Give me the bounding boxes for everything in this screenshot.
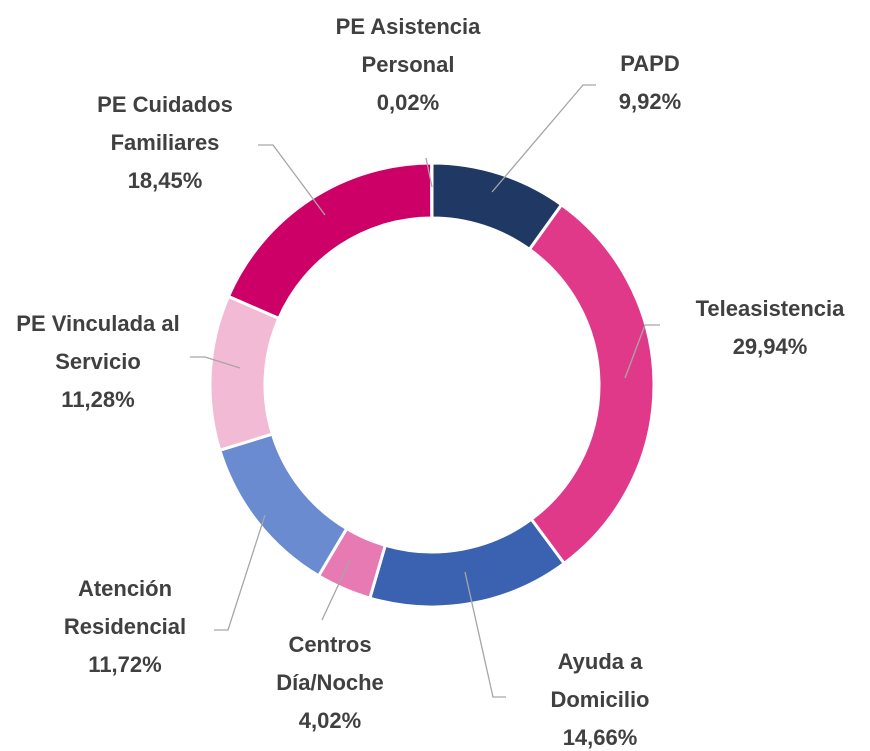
leader-line (425, 157, 433, 188)
category-label: PAPD (620, 51, 680, 76)
donut-segment (226, 161, 434, 321)
donut-segment (217, 432, 349, 578)
value-label: 29,94% (732, 334, 808, 359)
category-label: Ayuda a Domicilio (550, 649, 650, 712)
category-label: Teleasistencia (695, 296, 845, 321)
data-label: PE Asistencia Personal 0,02% (308, 8, 508, 122)
category-label: PE Cuidados Familiares (97, 92, 233, 155)
leader-line (258, 144, 326, 216)
value-label: 4,02% (298, 708, 362, 733)
donut-segment (527, 202, 656, 566)
leader-line (190, 356, 241, 369)
leader-line (624, 324, 660, 379)
data-label: PAPD 9,92% (595, 45, 705, 121)
value-label: 9,92% (618, 89, 682, 114)
category-label: Atención Residencial (63, 576, 187, 639)
data-label: Centros Día/Noche 4,02% (265, 626, 395, 740)
data-label: PE Cuidados Familiares 18,45% (75, 86, 255, 200)
value-label: 11,72% (88, 652, 162, 677)
value-label: 18,45% (127, 168, 203, 193)
leader-line (491, 84, 596, 193)
data-label: Ayuda a Domicilio 14,66% (535, 643, 665, 751)
leader-line (321, 559, 351, 621)
donut-segment (208, 294, 281, 453)
value-label: 0,02% (376, 90, 440, 115)
data-label: Teleasistencia 29,94% (675, 290, 865, 366)
leader-line (214, 514, 266, 631)
data-label: Atención Residencial 11,72% (45, 570, 205, 684)
value-label: 14,66% (562, 725, 638, 750)
donut-segment (368, 517, 567, 609)
category-label: Centros Día/Noche (276, 632, 384, 695)
data-label: PE Vinculada al Servicio 11,28% (8, 305, 188, 419)
category-label: PE Asistencia Personal (335, 14, 481, 77)
leader-line (464, 571, 506, 698)
value-label: 11,28% (61, 387, 135, 412)
category-label: PE Vinculada al Servicio (16, 311, 180, 374)
